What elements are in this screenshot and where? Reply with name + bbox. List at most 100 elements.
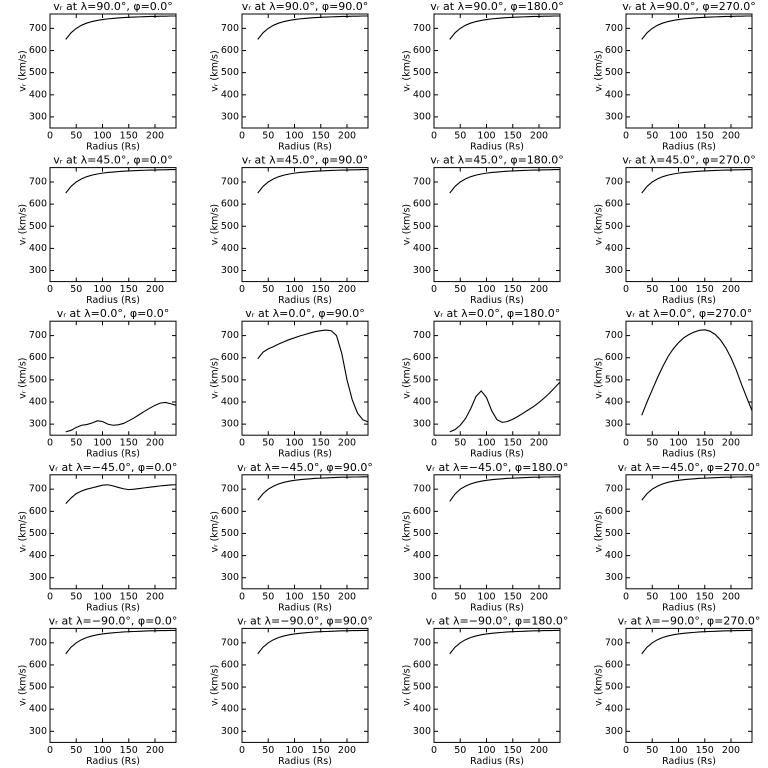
- y-tick-label: 300: [29, 572, 47, 583]
- y-tick-label: 400: [605, 243, 623, 254]
- x-tick-label: 200: [338, 131, 356, 142]
- x-tick-label: 150: [504, 284, 522, 295]
- y-tick-label: 700: [29, 637, 47, 648]
- panel: vᵣ at λ=−90.0°, φ=0.0° 0 50 100 150 200 300 400…: [18, 614, 178, 767]
- y-tick-label: 500: [221, 528, 239, 539]
- y-tick-label: 400: [29, 89, 47, 100]
- y-tick-label: 500: [29, 221, 47, 232]
- y-axis-label: vᵣ (km/s): [594, 50, 605, 91]
- y-axis-label: vᵣ (km/s): [594, 204, 605, 245]
- y-tick-label: 700: [605, 23, 623, 34]
- x-tick-label: 0: [47, 745, 53, 756]
- x-tick-label: 100: [669, 745, 687, 756]
- x-tick-label: 50: [454, 131, 466, 142]
- x-tick-label: 50: [262, 284, 274, 295]
- y-tick-label: 700: [221, 637, 239, 648]
- y-axis-label: vᵣ (km/s): [210, 204, 221, 245]
- panel-title: vᵣ at λ=−45.0°, φ=180.0°: [426, 461, 569, 474]
- y-tick-label: 400: [605, 704, 623, 715]
- plot-frame: [433, 627, 561, 743]
- x-tick-label: 150: [504, 745, 522, 756]
- y-tick-label: 300: [221, 419, 239, 430]
- plot-frame: [241, 320, 369, 436]
- x-tick-label: 0: [239, 745, 245, 756]
- panel-title: vᵣ at λ=45.0°, φ=90.0°: [242, 154, 369, 167]
- panel: vᵣ at λ=90.0°, φ=270.0° 0 50 100 150 200 300 40…: [594, 0, 756, 153]
- x-tick-label: 100: [669, 438, 687, 449]
- y-axis-label: vᵣ (km/s): [18, 204, 29, 245]
- panel-title: vᵣ at λ=0.0°, φ=270.0°: [626, 307, 753, 320]
- x-tick-label: 50: [70, 745, 82, 756]
- panel-title: vᵣ at λ=90.0°, φ=180.0°: [430, 0, 564, 13]
- data-line: [65, 629, 176, 655]
- x-tick-label: 0: [431, 438, 437, 449]
- x-axis-label: Radius (Rs): [662, 449, 716, 460]
- data-line: [257, 476, 368, 501]
- x-tick-label: 100: [285, 591, 303, 602]
- panel: vᵣ at λ=−45.0°, φ=90.0° 0 50 100 150 200 300 40…: [210, 461, 373, 614]
- y-axis-label: vᵣ (km/s): [594, 357, 605, 398]
- plot-frame: [433, 167, 561, 283]
- y-tick-label: 300: [605, 111, 623, 122]
- x-axis-label: Radius (Rs): [470, 449, 524, 460]
- panel-title: vᵣ at λ=90.0°, φ=270.0°: [622, 0, 756, 13]
- y-tick-label: 400: [221, 550, 239, 561]
- x-tick-label: 100: [477, 438, 495, 449]
- y-tick-label: 400: [413, 704, 431, 715]
- panel: vᵣ at λ=0.0°, φ=180.0° 0 50 100 150 200 300 400…: [402, 307, 561, 460]
- x-tick-label: 50: [646, 591, 658, 602]
- y-tick-label: 600: [413, 199, 431, 210]
- y-tick-label: 500: [221, 682, 239, 693]
- panel: vᵣ at λ=0.0°, φ=90.0° 0 50 100 150 200 300 400 5…: [210, 307, 369, 460]
- x-tick-label: 100: [477, 131, 495, 142]
- plot-frame: [49, 167, 177, 283]
- y-tick-label: 400: [413, 550, 431, 561]
- y-axis-label: vᵣ (km/s): [402, 511, 413, 552]
- y-axis-label: vᵣ (km/s): [18, 50, 29, 91]
- x-axis-label: Radius (Rs): [470, 295, 524, 306]
- y-tick-label: 500: [605, 67, 623, 78]
- y-tick-label: 300: [605, 265, 623, 276]
- y-tick-label: 700: [221, 330, 239, 341]
- x-tick-label: 200: [338, 284, 356, 295]
- panel: vᵣ at λ=0.0°, φ=270.0° 0 50 100 150 200 300 400…: [594, 307, 753, 460]
- y-tick-label: 600: [221, 199, 239, 210]
- x-tick-label: 150: [504, 131, 522, 142]
- x-tick-label: 150: [504, 591, 522, 602]
- plot-frame: [241, 474, 369, 590]
- x-axis-label: Radius (Rs): [278, 449, 332, 460]
- plot-frame: [49, 320, 177, 436]
- x-tick-label: 100: [477, 591, 495, 602]
- y-axis-label: vᵣ (km/s): [402, 50, 413, 91]
- x-axis-label: Radius (Rs): [278, 142, 332, 153]
- plot-frame: [241, 13, 369, 129]
- y-axis-label: vᵣ (km/s): [18, 665, 29, 706]
- y-tick-label: 600: [29, 45, 47, 56]
- y-tick-label: 600: [221, 506, 239, 517]
- y-tick-label: 400: [29, 243, 47, 254]
- plot-frame: [625, 167, 753, 283]
- y-tick-label: 500: [221, 374, 239, 385]
- x-tick-label: 150: [120, 745, 138, 756]
- panel: vᵣ at λ=−45.0°, φ=0.0° 0 50 100 150 200 300 400…: [18, 461, 178, 614]
- panel-title: vᵣ at λ=−45.0°, φ=0.0°: [49, 461, 178, 474]
- x-axis-label: Radius (Rs): [470, 602, 524, 613]
- x-tick-label: 200: [146, 284, 164, 295]
- y-tick-label: 600: [29, 352, 47, 363]
- x-tick-label: 200: [146, 591, 164, 602]
- y-tick-label: 600: [29, 199, 47, 210]
- panel: vᵣ at λ=−90.0°, φ=90.0° 0 50 100 150 200 300 40…: [210, 614, 373, 767]
- x-tick-label: 0: [47, 438, 53, 449]
- panel-title: vᵣ at λ=−90.0°, φ=0.0°: [49, 614, 178, 627]
- y-tick-label: 700: [413, 637, 431, 648]
- y-axis-label: vᵣ (km/s): [18, 511, 29, 552]
- data-line: [641, 169, 752, 194]
- y-tick-label: 700: [29, 484, 47, 495]
- x-tick-label: 50: [646, 745, 658, 756]
- y-tick-label: 400: [29, 704, 47, 715]
- data-line: [65, 169, 176, 194]
- y-tick-label: 300: [605, 572, 623, 583]
- y-tick-label: 700: [29, 23, 47, 34]
- y-tick-label: 700: [221, 484, 239, 495]
- x-tick-label: 0: [623, 284, 629, 295]
